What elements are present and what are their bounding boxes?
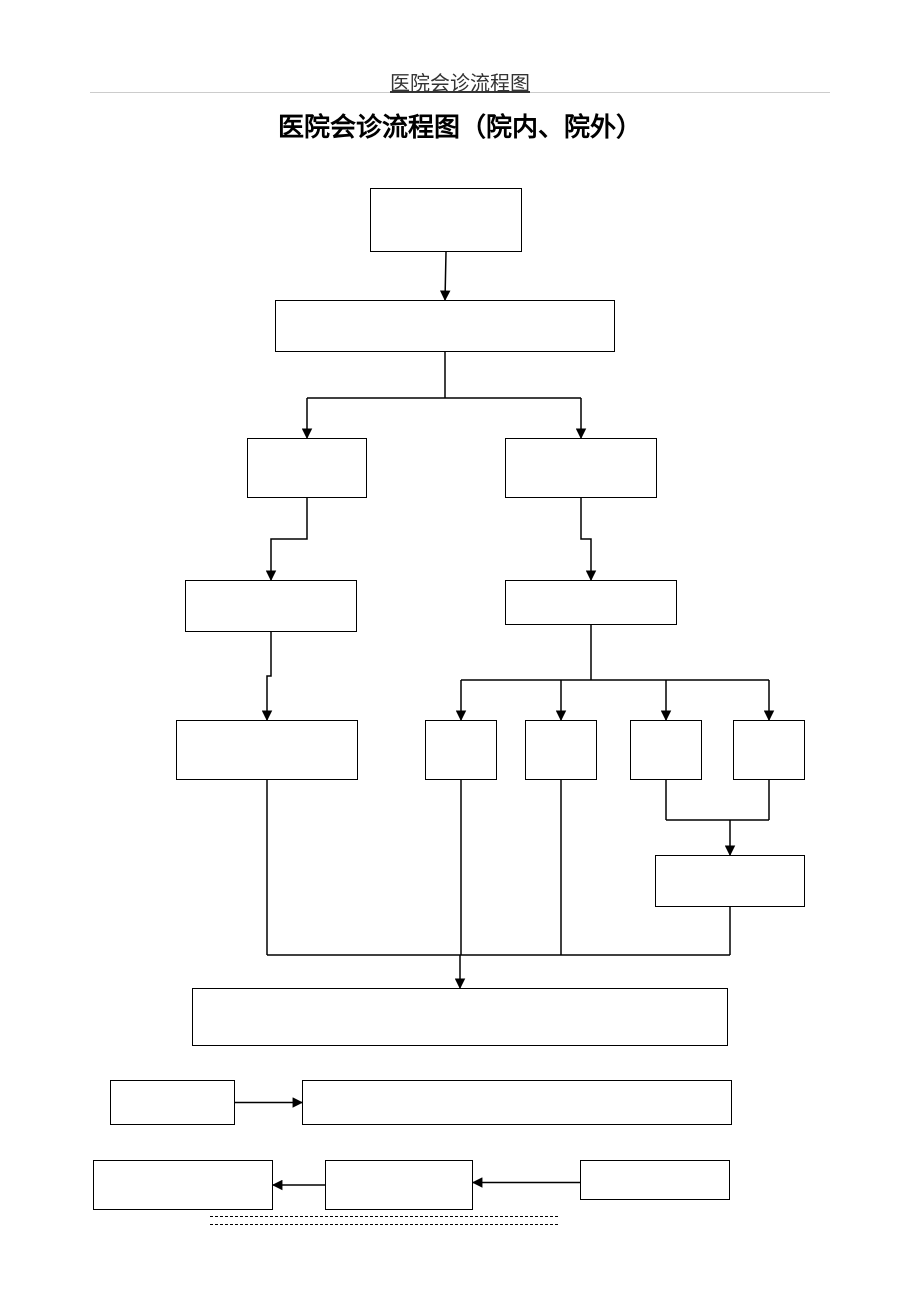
flowchart-box bbox=[110, 1080, 235, 1125]
flowchart-box bbox=[630, 720, 702, 780]
flowchart-canvas: 医院会诊流程图 医院会诊流程图（院内、院外） bbox=[0, 0, 920, 1302]
dashed-line bbox=[210, 1224, 558, 1225]
flowchart-box bbox=[505, 438, 657, 498]
flowchart-box bbox=[93, 1160, 273, 1210]
main-title: 医院会诊流程图（院内、院外） bbox=[0, 107, 920, 144]
flowchart-box bbox=[275, 300, 615, 352]
flowchart-box bbox=[370, 188, 522, 252]
flowchart-box bbox=[525, 720, 597, 780]
flowchart-box bbox=[505, 580, 677, 625]
flowchart-box bbox=[325, 1160, 473, 1210]
flowchart-box bbox=[176, 720, 358, 780]
flowchart-box bbox=[302, 1080, 732, 1125]
flowchart-box bbox=[185, 580, 357, 632]
page-header-title: 医院会诊流程图 bbox=[0, 67, 920, 96]
flowchart-box bbox=[655, 855, 805, 907]
flowchart-box bbox=[247, 438, 367, 498]
flowchart-box bbox=[580, 1160, 730, 1200]
dashed-line bbox=[210, 1216, 558, 1217]
flowchart-box bbox=[192, 988, 728, 1046]
flowchart-box bbox=[733, 720, 805, 780]
flowchart-box bbox=[425, 720, 497, 780]
